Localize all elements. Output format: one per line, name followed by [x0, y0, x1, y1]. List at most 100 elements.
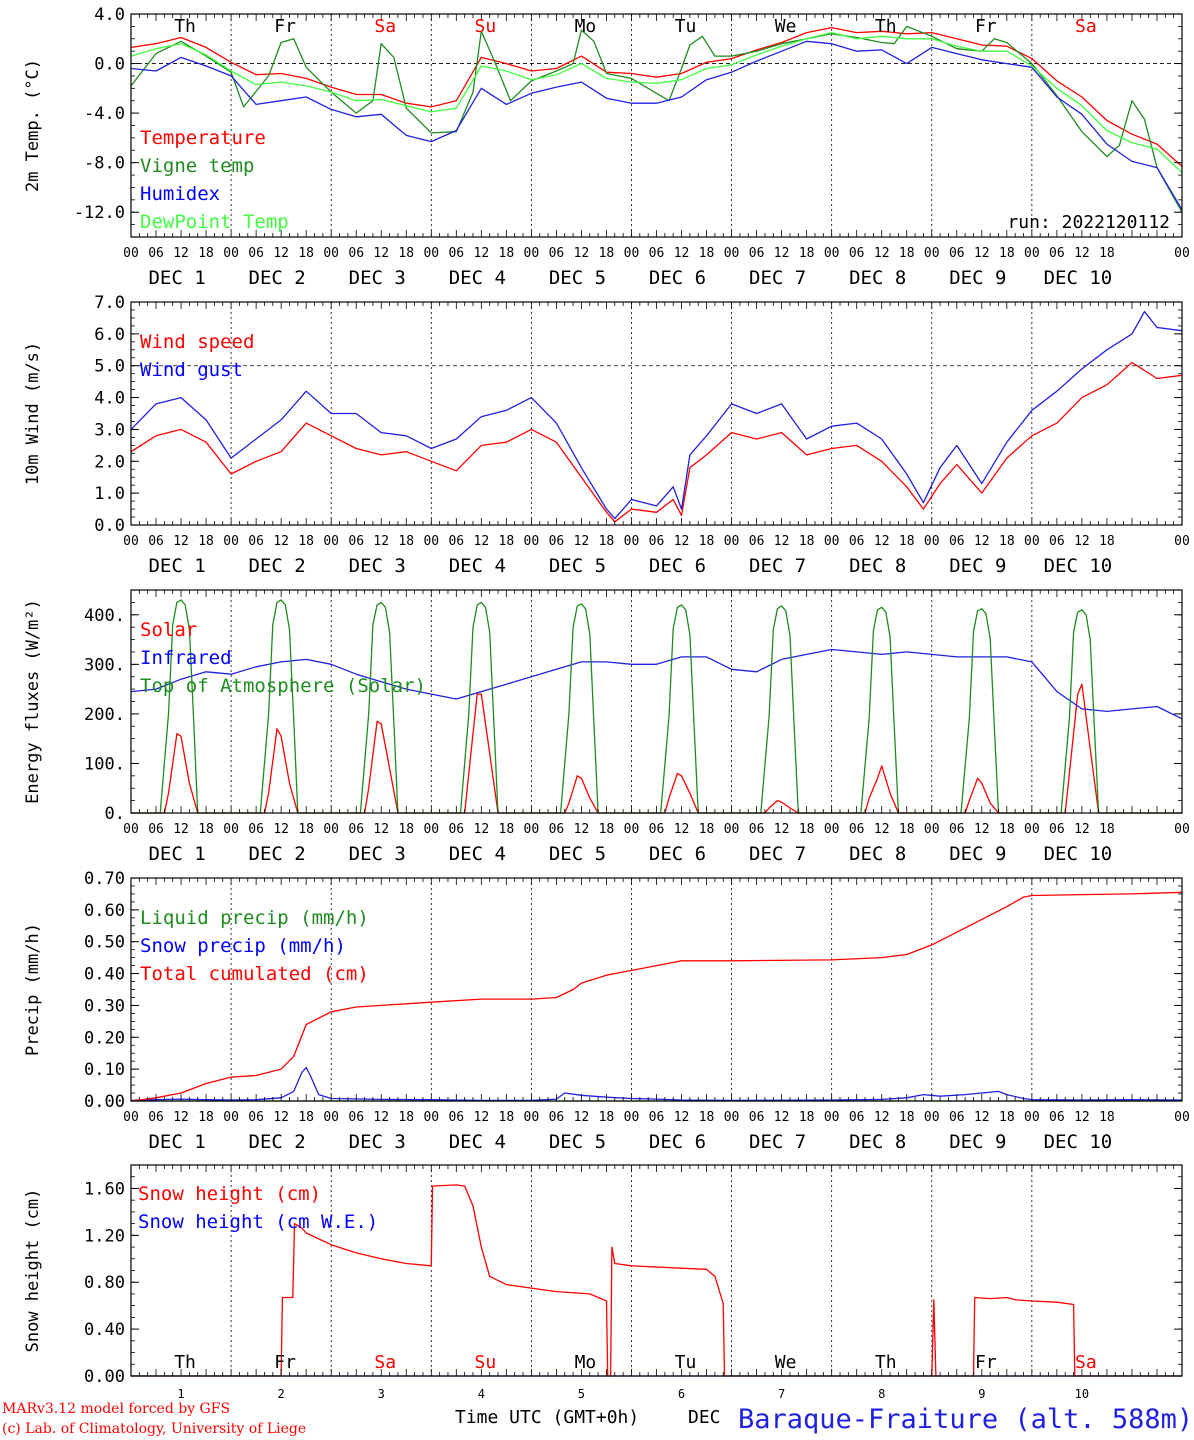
legend-entry: Temperature — [140, 127, 266, 149]
hour-tick-label: 06 — [148, 246, 164, 261]
hour-tick-label: 00 — [423, 534, 439, 549]
day-number-label: 3 — [378, 1387, 385, 1401]
hour-tick-label: 06 — [649, 822, 665, 837]
hour-tick-label: 18 — [499, 246, 515, 261]
day-label: DEC 2 — [249, 267, 306, 289]
run-annotation: run: 2022120112 — [1007, 212, 1170, 233]
hour-tick-label: 06 — [148, 1110, 164, 1125]
legend-entry: DewPoint Temp — [140, 211, 289, 233]
hour-tick-label: 12 — [774, 822, 790, 837]
day-label: DEC 4 — [449, 555, 506, 577]
weekday-label: Su — [474, 16, 496, 37]
legend-entry: Solar — [140, 619, 197, 641]
weekday-label: Fr — [274, 1352, 296, 1373]
hour-tick-label: 18 — [599, 822, 615, 837]
hour-tick-label: 06 — [949, 1110, 965, 1125]
weekday-label: Th — [174, 1352, 196, 1373]
hour-tick-label: 12 — [874, 246, 890, 261]
hour-tick-label: 00 — [423, 822, 439, 837]
hour-tick-label: 06 — [348, 246, 364, 261]
hour-tick-label: 00 — [524, 1110, 540, 1125]
hour-tick-label: 12 — [574, 822, 590, 837]
hour-tick-label: 00 — [1024, 246, 1040, 261]
day-number-label: 9 — [978, 1387, 985, 1401]
y-tick-label: 5.0 — [94, 357, 125, 377]
y-tick-label: 0.40 — [84, 1320, 125, 1340]
hour-tick-label: 00 — [624, 246, 640, 261]
y-tick-label: 6.0 — [94, 325, 125, 345]
hour-tick-label: 00 — [524, 246, 540, 261]
hour-tick-label: 18 — [999, 246, 1015, 261]
hour-tick-label: 06 — [1049, 822, 1065, 837]
hour-tick-label: 00 — [924, 1110, 940, 1125]
hour-tick-label: 00 — [1024, 822, 1040, 837]
day-label: DEC 7 — [749, 1131, 806, 1153]
day-number-label: 2 — [278, 1387, 285, 1401]
legend-entry: Snow height (cm W.E.) — [138, 1211, 378, 1233]
day-label: DEC 10 — [1044, 267, 1113, 289]
series-line-solar — [131, 683, 1182, 814]
hour-tick-label: 12 — [874, 534, 890, 549]
y-tick-label: 0.20 — [84, 1028, 125, 1048]
day-label: DEC 2 — [249, 1131, 306, 1153]
y-tick-label: 0.0 — [94, 55, 125, 75]
hour-tick-label: 12 — [273, 534, 289, 549]
hour-tick-label: 18 — [899, 534, 915, 549]
y-tick-label: 0.00 — [84, 1367, 125, 1387]
hour-tick-label: 06 — [1049, 246, 1065, 261]
hour-tick-label: 06 — [248, 246, 264, 261]
hour-tick-label: 18 — [198, 534, 214, 549]
hour-tick-label: 00 — [223, 534, 239, 549]
series-line-dewpoint-temp — [130, 31, 1183, 174]
hour-tick-label: 06 — [849, 1110, 865, 1125]
hour-tick-label: 06 — [549, 534, 565, 549]
weekday-label: Th — [875, 1352, 897, 1373]
hour-tick-label: 06 — [949, 534, 965, 549]
day-label: DEC 6 — [649, 1131, 706, 1153]
weekday-label: Th — [875, 16, 897, 37]
legend-entry: Wind gust — [140, 359, 243, 381]
y-tick-label: 7.0 — [94, 293, 125, 313]
weekday-label: Tu — [675, 1352, 697, 1373]
hour-tick-label: 18 — [799, 246, 815, 261]
hour-tick-label: 18 — [499, 1110, 515, 1125]
hour-tick-label: 18 — [799, 534, 815, 549]
day-label: DEC 4 — [449, 267, 506, 289]
hour-tick-label: 00 — [223, 246, 239, 261]
day-label: DEC 10 — [1044, 843, 1113, 865]
hour-tick-label: 06 — [448, 246, 464, 261]
month-label: DEC — [688, 1407, 721, 1428]
hour-tick-label: 00 — [323, 822, 339, 837]
hour-tick-label: 00 — [924, 534, 940, 549]
day-label: DEC 6 — [649, 555, 706, 577]
y-tick-label: 4.0 — [94, 5, 125, 25]
hour-tick-label: 06 — [448, 822, 464, 837]
hour-tick-label: 06 — [649, 1110, 665, 1125]
hour-tick-label: 18 — [398, 534, 414, 549]
panel-2: 7.0 6.0 5.0 4.0 3.0 2.0 1.0 0.0 10m Wind (m/s) Wi… — [23, 293, 1190, 577]
day-label: DEC 8 — [849, 555, 906, 577]
hour-tick-label: 00 — [924, 822, 940, 837]
legend-entry: Snow precip (mm/h) — [140, 935, 346, 957]
day-label: DEC 7 — [749, 267, 806, 289]
hour-tick-label: 00 — [1174, 534, 1190, 549]
hour-tick-label: 00 — [323, 246, 339, 261]
series-line-temperature — [130, 26, 1183, 167]
y-tick-label: -4.0 — [84, 104, 125, 124]
hour-tick-label: 18 — [1099, 822, 1115, 837]
hour-tick-label: 12 — [373, 534, 389, 549]
time-axis-label: Time UTC (GMT+0h) — [455, 1407, 639, 1428]
y-tick-label: 0.40 — [84, 965, 125, 985]
hour-tick-label: 00 — [123, 1110, 139, 1125]
legend-entry: Wind speed — [140, 331, 254, 353]
hour-tick-label: 00 — [123, 534, 139, 549]
hour-tick-label: 18 — [899, 822, 915, 837]
hour-tick-label: 18 — [599, 1110, 615, 1125]
hour-tick-label: 06 — [448, 1110, 464, 1125]
plot-frame — [130, 13, 1183, 238]
hour-tick-label: 12 — [173, 822, 189, 837]
hour-tick-label: 00 — [624, 822, 640, 837]
hour-tick-label: 18 — [699, 534, 715, 549]
hour-tick-label: 00 — [824, 246, 840, 261]
